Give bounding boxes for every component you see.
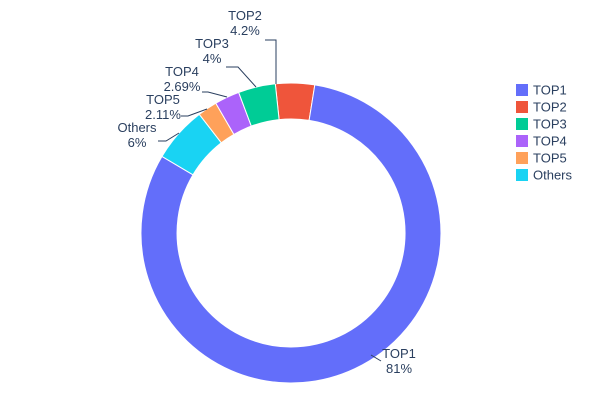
slice-label-others-name: Others bbox=[117, 120, 157, 135]
slice-label-top4-name: TOP4 bbox=[165, 64, 199, 79]
legend-swatch-top1 bbox=[516, 84, 528, 96]
slice-leader-top1 bbox=[370, 354, 382, 362]
legend-swatch-top4 bbox=[516, 135, 528, 147]
legend-label-top1: TOP1 bbox=[533, 83, 567, 98]
legend-item-top3[interactable]: TOP3 bbox=[516, 117, 567, 132]
legend-swatch-top2 bbox=[516, 101, 528, 113]
slice-leader-top2 bbox=[265, 39, 277, 84]
slice-label-top5-percent: 2.11% bbox=[145, 107, 181, 122]
legend-swatch-top3 bbox=[516, 118, 528, 130]
legend-label-top2: TOP2 bbox=[533, 100, 567, 115]
legend-item-others[interactable]: Others bbox=[516, 168, 573, 183]
legend-label-others: Others bbox=[533, 168, 573, 183]
legend-swatch-top5 bbox=[516, 152, 528, 164]
slice-leader-top4 bbox=[202, 91, 228, 98]
slice-leader-top3 bbox=[226, 66, 257, 88]
legend-label-top5: TOP5 bbox=[533, 151, 567, 166]
legend-item-top2[interactable]: TOP2 bbox=[516, 100, 567, 115]
pie-slice-top3[interactable] bbox=[238, 83, 280, 127]
slice-label-top1-name: TOP1 bbox=[382, 346, 416, 361]
legend-item-top1[interactable]: TOP1 bbox=[516, 83, 567, 98]
slice-label-top3-percent: 4% bbox=[203, 51, 222, 66]
legend-label-top3: TOP3 bbox=[533, 117, 567, 132]
slice-leader-others bbox=[158, 132, 180, 142]
slice-label-top3-name: TOP3 bbox=[195, 36, 229, 51]
slice-label-top4-percent: 2.69% bbox=[164, 79, 201, 94]
slice-label-top2-name: TOP2 bbox=[228, 8, 262, 23]
legend-item-top5[interactable]: TOP5 bbox=[516, 151, 567, 166]
slice-label-others-percent: 6% bbox=[128, 135, 147, 150]
slice-label-top1-percent: 81% bbox=[386, 361, 412, 376]
slice-label-top5-name: TOP5 bbox=[146, 92, 180, 107]
legend-swatch-others bbox=[516, 169, 528, 181]
legend-label-top4: TOP4 bbox=[533, 134, 567, 149]
pie-slice-top2[interactable] bbox=[274, 82, 316, 121]
legend-item-top4[interactable]: TOP4 bbox=[516, 134, 567, 149]
chart-legend: TOP1 TOP2 TOP3 TOP4 TOP5 Others bbox=[516, 83, 573, 183]
slice-label-top2-percent: 4.2% bbox=[230, 23, 260, 38]
slice-leader-top5 bbox=[181, 108, 208, 117]
pie-slice-top1[interactable] bbox=[140, 84, 442, 384]
